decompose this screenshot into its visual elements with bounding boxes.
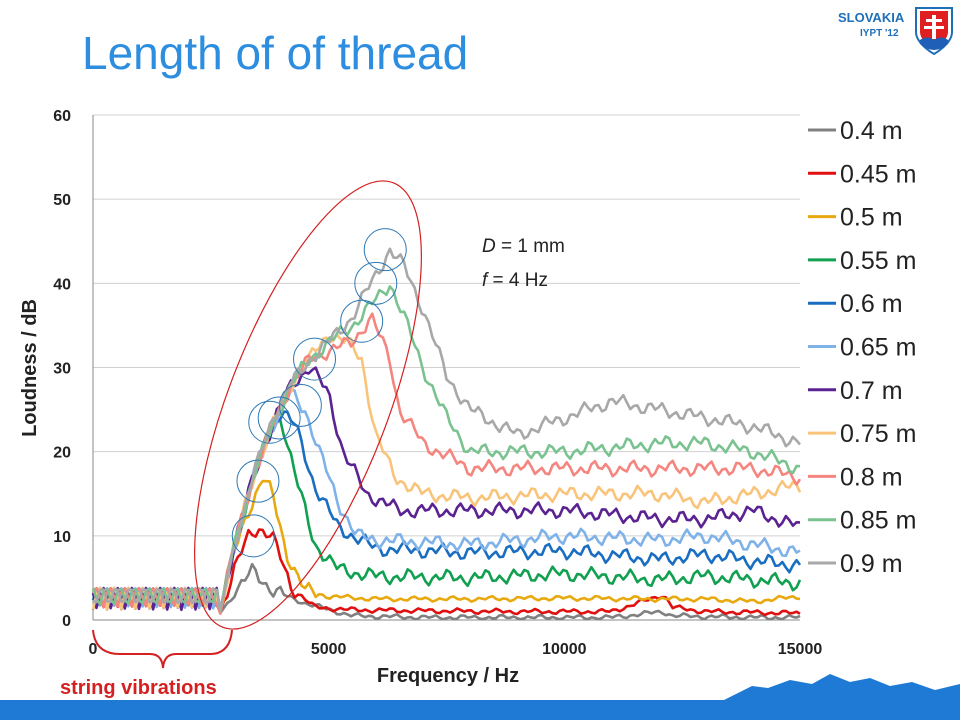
legend-label: 0.6 m	[840, 290, 903, 318]
legend-label: 0.8 m	[840, 463, 903, 491]
footer-bar	[0, 674, 960, 720]
slovak-crest-icon	[915, 7, 953, 56]
tick-labels: 0 10 20 30 40 50 60 0 5000 10000 15000	[53, 108, 822, 658]
legend-label: 0.45 m	[840, 160, 916, 188]
slide-title: Length of of thread	[82, 27, 469, 79]
legend-label: 0.65 m	[840, 334, 916, 362]
trend-ellipse	[194, 180, 422, 630]
legend: 0.4 m 0.45 m 0.5 m 0.55 m 0.6 m 0.65 m 0.7 m 0.…	[808, 117, 916, 578]
legend-label: 0.9 m	[840, 550, 903, 578]
peak-marker-circle	[248, 400, 292, 444]
series-line	[92, 247, 801, 611]
peak-markers	[231, 228, 407, 558]
peak-marker-circle	[354, 261, 398, 305]
badge-country: SLOVAKIA	[838, 10, 905, 25]
annotations	[92, 180, 422, 669]
series-lines	[91, 247, 802, 621]
series-line	[91, 312, 802, 616]
peak-marker-circle	[340, 299, 384, 343]
peak-marker-circle	[236, 459, 280, 503]
legend-label: 0.5 m	[840, 204, 903, 232]
peak-marker-circle	[257, 396, 301, 440]
peak-marker-circle	[293, 337, 337, 381]
page-number: 11	[790, 688, 802, 700]
legend-label: 0.55 m	[840, 247, 916, 275]
legend-label: 0.85 m	[840, 507, 916, 535]
y-tick-label: 30	[53, 361, 71, 378]
badge-event: IYPT '12	[860, 28, 899, 39]
iypt-badge: SLOVAKIA IYPT '12	[832, 6, 956, 56]
y-tick-label: 40	[53, 276, 71, 293]
string-vibrations-label: string vibrations	[60, 677, 217, 699]
peak-marker-circle	[363, 228, 407, 272]
string-vibrations-brace	[92, 629, 233, 669]
x-axis-title: Frequency / Hz	[377, 665, 519, 687]
y-axis-title: Loudness / dB	[19, 299, 41, 437]
peak-marker-circle	[231, 514, 275, 558]
param-diameter: D = 1 mm	[482, 236, 565, 257]
y-tick-label: 0	[62, 613, 71, 630]
series-line	[91, 366, 801, 614]
peak-marker-circle	[278, 383, 322, 427]
x-tick-label: 0	[89, 641, 98, 658]
mountain-silhouette	[720, 674, 960, 702]
y-tick-label: 20	[53, 445, 71, 462]
series-line	[91, 285, 801, 613]
axes	[92, 115, 800, 621]
legend-label: 0.75 m	[840, 420, 916, 448]
param-frequency: f = 4 Hz	[482, 270, 548, 291]
x-tick-label: 5000	[311, 641, 347, 658]
legend-label: 0.7 m	[840, 377, 903, 405]
y-tick-label: 10	[53, 529, 71, 546]
x-tick-label: 10000	[542, 641, 587, 658]
x-tick-label: 15000	[778, 641, 823, 658]
legend-label: 0.4 m	[840, 117, 903, 145]
y-tick-label: 50	[53, 192, 71, 209]
y-tick-label: 60	[53, 108, 71, 125]
